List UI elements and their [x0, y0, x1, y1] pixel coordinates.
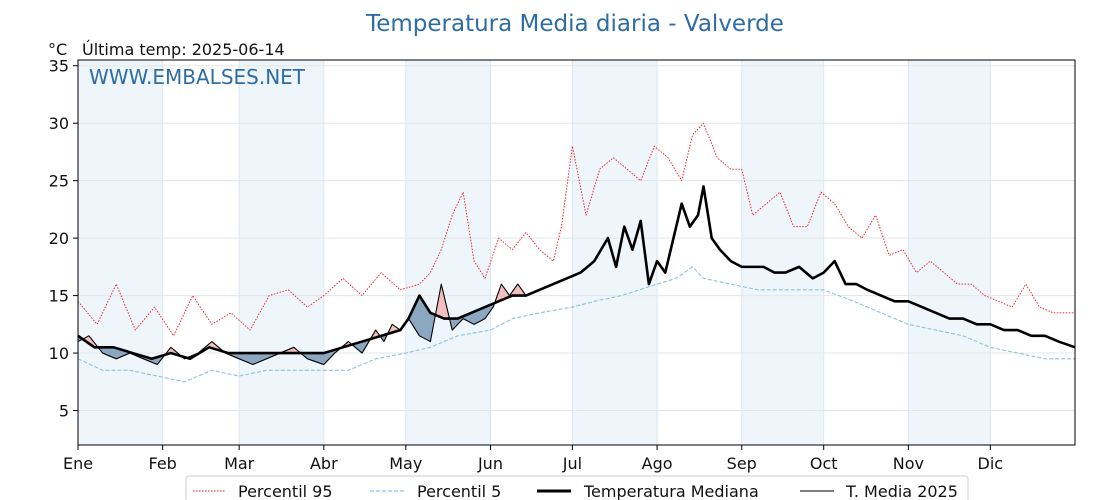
x-tick-label: Feb [149, 454, 177, 473]
legend-box [185, 475, 969, 500]
series-line-p5 [77, 266, 1075, 383]
month-band [239, 60, 324, 445]
below-median-fill [224, 351, 281, 365]
x-tick-label: Dic [978, 454, 1004, 473]
legend-current-label: T. Media 2025 [845, 482, 958, 500]
above-median-fill [388, 315, 410, 334]
y-tick-label: 25 [49, 172, 69, 191]
series-lines [77, 122, 1076, 383]
x-tick-label: Ago [642, 454, 673, 473]
month-bands [78, 60, 991, 445]
y-tick-label: 10 [49, 344, 69, 363]
y-tick-label: 35 [49, 57, 69, 76]
x-tick-label: Ene [63, 454, 93, 473]
below-median-fill [98, 347, 166, 365]
plot-frame [77, 59, 1076, 446]
x-tick-label: May [389, 454, 422, 473]
last-temp-label: Última temp: 2025-06-14 [82, 40, 285, 59]
x-tick-label: Sep [727, 454, 757, 473]
y-tick-label: 5 [59, 402, 69, 421]
month-band [741, 60, 824, 445]
x-tick-label: Abr [310, 454, 338, 473]
y-tick-label: 20 [49, 229, 69, 248]
series-line-p95 [77, 122, 1075, 337]
x-tick-label: Jun [477, 454, 503, 473]
month-band [572, 60, 658, 445]
y-tick-label: 15 [49, 287, 69, 306]
below-median-fill [450, 299, 496, 331]
above-median-fill [371, 330, 382, 339]
series-line-current [77, 283, 527, 366]
legend-p95-label: Percentil 95 [238, 482, 333, 500]
month-band [405, 60, 491, 445]
legend: Percentil 95 Percentil 5 Temperatura Med… [185, 475, 969, 500]
above-median-fill [495, 284, 526, 303]
x-tick-label: Mar [224, 454, 255, 473]
month-band [78, 60, 163, 445]
x-axis-ticks: Ene Feb Mar Abr May Jun Jul Ago Sep Oct Nov Dic [63, 445, 1003, 473]
x-tick-label: Nov [893, 454, 924, 473]
x-tick-label: Oct [810, 454, 838, 473]
y-axis-ticks: 5 10 15 20 25 30 35 [49, 57, 78, 421]
chart-title: Temperatura Media diaria - Valverde [365, 11, 784, 37]
series-line-median [77, 185, 1076, 361]
legend-median-label: Temperatura Mediana [583, 482, 759, 500]
legend-p5-label: Percentil 5 [417, 482, 501, 500]
y-unit-label: °C [48, 40, 67, 59]
y-tick-label: 30 [49, 114, 69, 133]
watermark: WWW.EMBALSES.NET [89, 65, 306, 89]
above-median-fill [83, 335, 99, 348]
month-band [908, 60, 991, 445]
x-tick-label: Jul [562, 454, 582, 473]
